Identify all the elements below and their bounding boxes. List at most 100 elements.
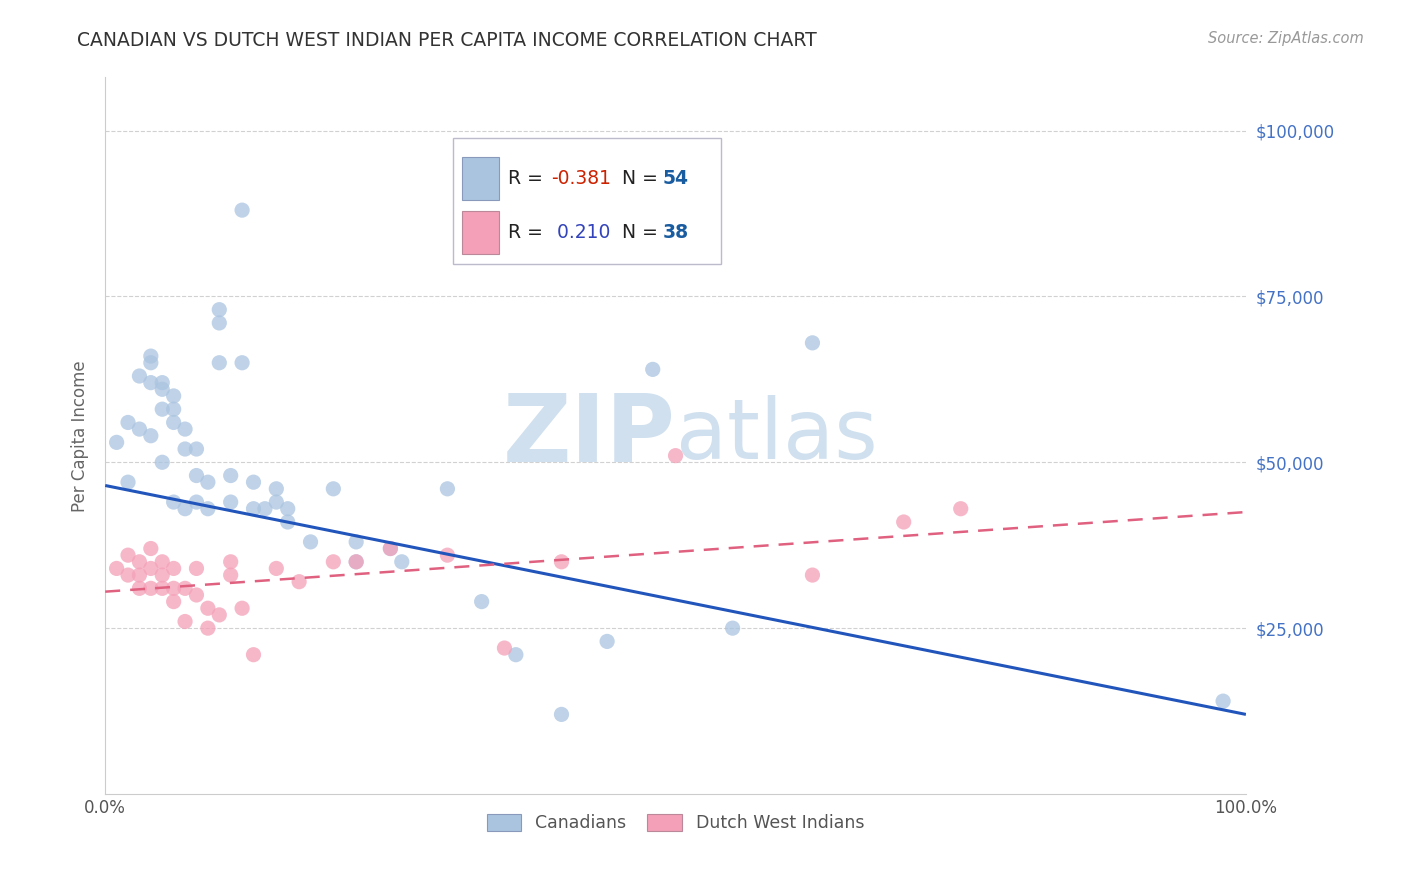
Point <box>186 442 208 456</box>
Point <box>139 541 162 556</box>
Legend: Canadians, Dutch West Indians: Canadians, Dutch West Indians <box>479 807 872 839</box>
Point <box>150 402 173 417</box>
Point <box>721 621 744 635</box>
Point <box>163 561 186 575</box>
Text: N =: N = <box>621 223 664 242</box>
Point <box>117 475 139 490</box>
Point <box>163 495 186 509</box>
Point <box>266 482 288 496</box>
Point <box>197 621 219 635</box>
Point <box>208 607 231 622</box>
Point <box>550 707 572 722</box>
Point <box>277 515 299 529</box>
Point <box>128 369 150 384</box>
Text: 38: 38 <box>664 223 689 242</box>
Point <box>117 548 139 562</box>
Point <box>139 561 162 575</box>
Point <box>150 376 173 390</box>
Point <box>208 302 231 317</box>
Point <box>231 601 253 615</box>
Point <box>174 442 197 456</box>
Point <box>242 648 264 662</box>
Point <box>664 449 686 463</box>
Text: 0.210: 0.210 <box>551 223 610 242</box>
Point <box>150 455 173 469</box>
Point <box>801 335 824 350</box>
Point <box>139 428 162 442</box>
Point <box>242 475 264 490</box>
Point <box>253 501 276 516</box>
Point <box>197 475 219 490</box>
Point <box>801 568 824 582</box>
Text: N =: N = <box>621 169 664 188</box>
Point <box>139 376 162 390</box>
Point <box>163 389 186 403</box>
Text: 54: 54 <box>664 169 689 188</box>
Point <box>641 362 664 376</box>
Point <box>471 594 494 608</box>
Point <box>436 548 458 562</box>
Point <box>1212 694 1234 708</box>
Point <box>219 568 242 582</box>
Point <box>174 615 197 629</box>
Point <box>150 568 173 582</box>
Point <box>128 555 150 569</box>
Point <box>117 416 139 430</box>
Point <box>288 574 311 589</box>
Point <box>174 582 197 596</box>
FancyBboxPatch shape <box>453 138 721 264</box>
Point <box>186 495 208 509</box>
Text: Source: ZipAtlas.com: Source: ZipAtlas.com <box>1208 31 1364 46</box>
Text: R =: R = <box>508 169 548 188</box>
Point <box>344 555 367 569</box>
Point <box>231 203 253 218</box>
Point <box>436 482 458 496</box>
Point <box>322 555 344 569</box>
Point <box>117 568 139 582</box>
Point <box>163 594 186 608</box>
Point <box>139 356 162 370</box>
Text: ZIP: ZIP <box>503 390 675 482</box>
Point <box>391 555 413 569</box>
Text: -0.381: -0.381 <box>551 169 612 188</box>
Point <box>208 356 231 370</box>
Point <box>128 568 150 582</box>
Point <box>150 582 173 596</box>
Point <box>163 416 186 430</box>
Point <box>231 356 253 370</box>
Point <box>186 561 208 575</box>
Point <box>219 495 242 509</box>
Point <box>150 382 173 396</box>
Point <box>380 541 402 556</box>
Point <box>242 501 264 516</box>
Point <box>163 402 186 417</box>
Point <box>550 555 572 569</box>
Point <box>208 316 231 330</box>
Point <box>139 349 162 363</box>
Point <box>163 582 186 596</box>
Point <box>219 468 242 483</box>
Point <box>893 515 915 529</box>
Text: atlas: atlas <box>675 395 877 476</box>
Point <box>105 435 128 450</box>
Point <box>219 555 242 569</box>
Point <box>128 582 150 596</box>
Point <box>197 501 219 516</box>
Point <box>277 501 299 516</box>
Point <box>139 582 162 596</box>
Point <box>105 561 128 575</box>
Point <box>494 641 516 656</box>
Text: CANADIAN VS DUTCH WEST INDIAN PER CAPITA INCOME CORRELATION CHART: CANADIAN VS DUTCH WEST INDIAN PER CAPITA… <box>77 31 817 50</box>
Point <box>197 601 219 615</box>
FancyBboxPatch shape <box>463 211 499 253</box>
Y-axis label: Per Capita Income: Per Capita Income <box>72 359 89 511</box>
Point <box>344 555 367 569</box>
Point <box>174 501 197 516</box>
Point <box>174 422 197 436</box>
Point <box>596 634 619 648</box>
Point <box>150 555 173 569</box>
Point <box>186 588 208 602</box>
Point <box>299 535 322 549</box>
Text: R =: R = <box>508 223 548 242</box>
Point <box>949 501 972 516</box>
